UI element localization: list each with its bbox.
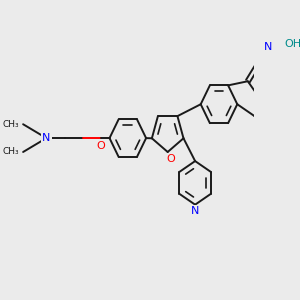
- Text: O: O: [97, 141, 106, 151]
- Text: CH₃: CH₃: [2, 120, 19, 129]
- Text: CH₃: CH₃: [2, 148, 19, 157]
- Text: N: N: [42, 133, 51, 143]
- Text: N: N: [263, 42, 272, 52]
- Text: N: N: [191, 206, 199, 216]
- Text: OH: OH: [284, 39, 300, 49]
- Text: O: O: [167, 154, 176, 164]
